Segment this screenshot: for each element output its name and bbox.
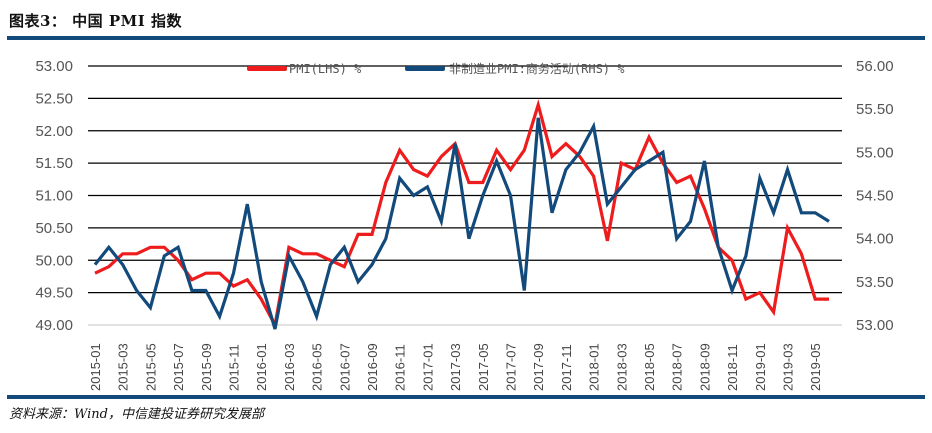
x-tick-label: 2018-01 (587, 343, 602, 391)
x-tick-label: 2016-05 (310, 343, 325, 391)
y-left-tick-label: 53.00 (35, 58, 73, 75)
x-tick-label: 2016-07 (337, 343, 352, 391)
series-line-nonmfg (93, 117, 830, 330)
x-tick-label: 2015-11 (227, 344, 242, 391)
footer-divider (7, 395, 925, 399)
y-axis-right: 56.00 55.50 55.00 54.50 54.00 53.50 53.00 (856, 58, 894, 334)
x-tick-label: 2017-03 (448, 343, 463, 391)
x-tick-label: 2018-11 (725, 344, 740, 391)
legend-swatch-pmi (247, 66, 287, 71)
y-left-tick-label: 52.50 (35, 90, 73, 107)
x-tick-label: 2017-01 (420, 343, 435, 391)
x-tick-label: 2015-07 (171, 343, 186, 391)
y-left-tick-label: 51.50 (35, 155, 73, 172)
chart-title: 图表3： 中国 PMI 指数 (9, 12, 183, 30)
x-tick-label: 2015-05 (143, 343, 158, 391)
y-right-tick-label: 53.00 (856, 317, 894, 334)
series-line-pmi (94, 99, 829, 330)
y-right-tick-label: 56.00 (856, 58, 894, 75)
y-right-tick-label: 53.50 (856, 274, 894, 291)
title-divider (7, 36, 925, 40)
series-lines (93, 99, 830, 330)
x-tick-label: 2015-03 (116, 343, 131, 391)
x-tick-label: 2016-03 (282, 343, 297, 391)
x-tick-label: 2018-05 (642, 343, 657, 391)
x-tick-label: 2016-09 (365, 343, 380, 391)
source-note: 资料来源：Wind，中信建投证券研究发展部 (9, 407, 264, 422)
y-left-tick-label: 50.50 (35, 220, 73, 237)
y-right-tick-label: 54.50 (856, 188, 894, 205)
x-tick-label: 2016-01 (254, 343, 269, 391)
x-tick-label: 2017-05 (476, 343, 491, 391)
x-tick-label: 2018-07 (670, 343, 685, 391)
y-left-tick-label: 51.00 (35, 188, 73, 205)
x-tick-label: 2019-03 (781, 343, 796, 391)
legend-label-nonmfg: 非制造业PMI:商务活动(RHS) % (449, 61, 625, 76)
x-tick-label: 2017-09 (531, 343, 546, 391)
legend-label-pmi: PMI(LHS) % (289, 62, 362, 76)
x-tick-label: 2019-01 (753, 343, 768, 391)
x-tick-label: 2018-09 (697, 343, 712, 391)
y-right-tick-label: 55.50 (856, 101, 894, 118)
y-left-tick-label: 52.00 (35, 123, 73, 140)
y-left-tick-label: 50.00 (35, 252, 73, 269)
y-right-tick-label: 54.00 (856, 231, 894, 248)
x-tick-label: 2018-03 (614, 343, 629, 391)
y-left-tick-label: 49.50 (35, 285, 73, 302)
y-left-tick-label: 49.00 (35, 317, 73, 334)
x-tick-label: 2017-11 (559, 344, 574, 391)
x-tick-label: 2015-01 (88, 343, 103, 391)
x-tick-label: 2016-11 (393, 344, 408, 391)
x-tick-label: 2019-05 (808, 343, 823, 391)
legend-swatch-nonmfg (405, 66, 445, 71)
y-axis-left: 53.00 52.50 52.00 51.50 51.00 50.50 50.00 49.50… (35, 58, 73, 334)
x-tick-label: 2015-09 (199, 343, 214, 391)
x-axis: 2015-01 2015-03 2015-05 2015-07 2015-09 2015-… (88, 343, 823, 391)
legend: PMI(LHS) % 非制造业PMI:商务活动(RHS) % (247, 61, 625, 76)
x-tick-label: 2017-07 (504, 343, 519, 391)
y-right-tick-label: 55.00 (856, 144, 894, 161)
gridlines (88, 65, 842, 326)
